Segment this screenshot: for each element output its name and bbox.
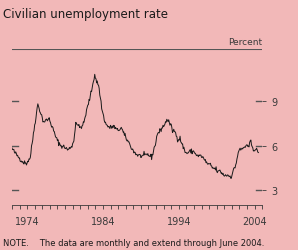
Text: Percent: Percent [228, 38, 262, 47]
Text: NOTE.  The data are monthly and extend through June 2004.: NOTE. The data are monthly and extend th… [3, 238, 264, 248]
Text: 1974: 1974 [15, 216, 39, 226]
Text: 1994: 1994 [167, 216, 191, 226]
Text: 2004: 2004 [242, 216, 267, 226]
Text: Civilian unemployment rate: Civilian unemployment rate [3, 8, 168, 20]
Text: 1984: 1984 [91, 216, 115, 226]
